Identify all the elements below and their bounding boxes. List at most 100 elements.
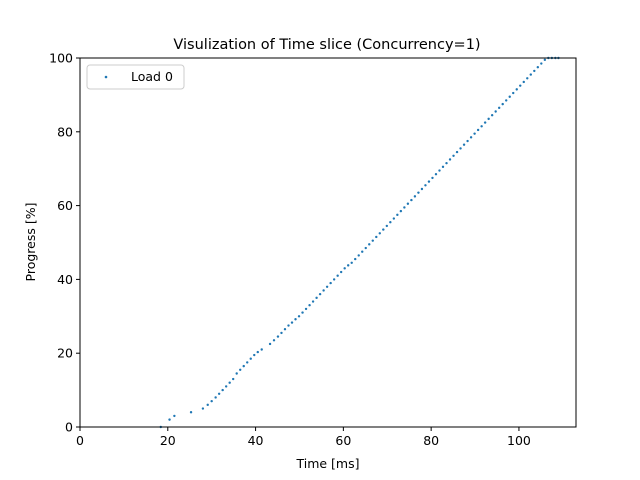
data-point <box>473 132 476 135</box>
data-point <box>533 69 536 73</box>
data-point <box>361 250 364 253</box>
data-point <box>505 99 508 102</box>
data-point <box>469 136 473 139</box>
data-point <box>512 91 515 95</box>
y-tick-label: 80 <box>57 124 73 139</box>
data-point <box>438 169 441 172</box>
data-point <box>417 191 420 194</box>
data-point <box>445 161 448 165</box>
data-point <box>339 270 343 274</box>
data-point <box>483 121 487 124</box>
data-point <box>515 88 518 91</box>
data-point <box>228 381 231 384</box>
data-point <box>455 150 459 154</box>
data-point <box>287 324 290 327</box>
data-point <box>392 217 396 220</box>
data-point <box>224 385 228 388</box>
data-point <box>214 396 217 399</box>
data-point <box>239 368 242 372</box>
data-point <box>173 414 176 418</box>
x-tick-label: 20 <box>160 433 176 448</box>
x-tick-label: 80 <box>423 433 439 448</box>
data-point <box>490 113 494 117</box>
data-point <box>427 180 431 183</box>
y-tick-label: 60 <box>57 198 73 213</box>
x-axis-label: Time [ms] <box>295 456 359 471</box>
data-point <box>206 403 209 407</box>
data-point <box>301 311 304 314</box>
data-point <box>354 257 357 261</box>
x-tick-label: 40 <box>248 433 264 448</box>
data-point <box>413 195 417 198</box>
data-point <box>315 296 318 300</box>
data-point <box>231 377 235 381</box>
data-point <box>389 221 392 224</box>
data-points <box>159 56 560 429</box>
y-axis-ticks: 0 20 40 60 80 100 <box>49 51 80 435</box>
data-point <box>189 411 193 414</box>
y-tick-label: 100 <box>49 51 73 66</box>
data-point <box>325 285 329 288</box>
data-point <box>378 232 381 235</box>
data-point <box>382 228 385 231</box>
data-point <box>371 239 374 242</box>
data-point <box>280 331 283 335</box>
data-point <box>256 350 259 354</box>
data-point <box>375 235 378 239</box>
data-point <box>242 364 245 368</box>
data-point <box>235 372 238 375</box>
data-point <box>297 315 301 318</box>
data-point <box>322 289 325 292</box>
data-point <box>410 198 413 202</box>
legend: Load 0 <box>86 64 185 90</box>
data-point <box>441 165 445 169</box>
data-point <box>253 353 256 357</box>
plot-frame <box>79 57 577 428</box>
data-point <box>346 264 350 267</box>
x-tick-label: 60 <box>335 433 351 448</box>
data-point <box>221 388 224 392</box>
y-tick-label: 40 <box>57 272 73 287</box>
data-point <box>332 278 336 281</box>
data-point <box>501 102 504 106</box>
data-point <box>543 58 547 62</box>
data-point <box>494 110 497 113</box>
data-point <box>249 357 252 360</box>
data-point <box>420 187 424 191</box>
data-point <box>168 418 171 421</box>
data-point <box>476 128 480 132</box>
data-point <box>311 300 315 303</box>
data-point <box>357 254 360 257</box>
data-point <box>459 147 462 150</box>
data-point <box>210 399 213 403</box>
y-axis-label: Progress [%] <box>23 203 38 282</box>
data-point <box>217 392 221 395</box>
data-point <box>519 84 522 87</box>
data-point <box>364 246 367 250</box>
data-point <box>272 339 276 342</box>
data-point <box>396 213 399 217</box>
data-point <box>536 66 540 69</box>
data-point <box>497 106 501 110</box>
data-point <box>246 361 249 364</box>
data-point <box>522 80 525 84</box>
data-point <box>368 243 371 246</box>
data-point <box>336 274 339 277</box>
data-point <box>329 281 332 285</box>
data-point <box>434 173 438 176</box>
x-tick-label: 0 <box>76 433 84 448</box>
x-axis-ticks: 0 20 40 60 80 100 <box>76 427 531 448</box>
legend-label: Load 0 <box>131 69 173 84</box>
data-point <box>290 321 294 324</box>
data-point <box>399 209 403 213</box>
data-point <box>260 348 263 351</box>
data-point <box>466 139 469 143</box>
data-point <box>462 143 466 146</box>
data-point <box>406 202 410 205</box>
data-point <box>526 77 529 80</box>
data-point <box>480 125 483 128</box>
data-point <box>201 407 205 410</box>
data-point <box>318 292 322 296</box>
y-tick-label: 0 <box>65 420 73 435</box>
